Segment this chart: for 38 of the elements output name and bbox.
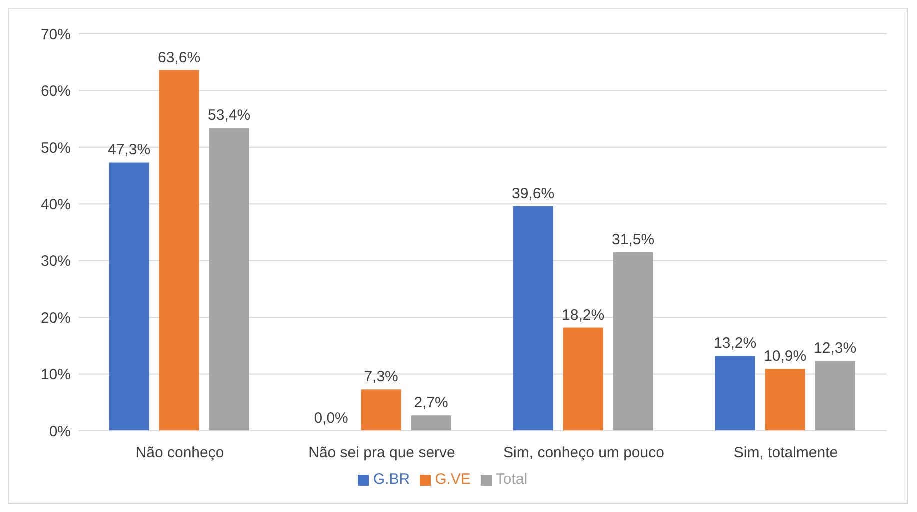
legend-label: G.BR bbox=[373, 471, 410, 488]
y-tick-label: 70% bbox=[40, 26, 71, 44]
data-label: 31,5% bbox=[612, 231, 655, 248]
bar bbox=[513, 206, 554, 431]
y-tick-label: 10% bbox=[40, 366, 71, 384]
bar bbox=[613, 252, 654, 431]
y-tick-label: 40% bbox=[40, 196, 71, 214]
y-tick-label: 50% bbox=[40, 140, 71, 157]
bar bbox=[411, 416, 452, 431]
data-label: 53,4% bbox=[208, 107, 251, 124]
bar bbox=[361, 390, 402, 431]
y-tick-label: 30% bbox=[40, 253, 71, 270]
data-label: 2,7% bbox=[414, 394, 448, 412]
bar bbox=[765, 369, 806, 431]
y-tick-label: 0% bbox=[49, 423, 71, 440]
data-label: 39,6% bbox=[512, 185, 555, 202]
legend-label: Total bbox=[496, 471, 528, 488]
data-label: 0,0% bbox=[314, 410, 348, 427]
data-label: 47,3% bbox=[108, 142, 151, 159]
data-label: 18,2% bbox=[562, 306, 605, 324]
x-tick-label: Sim, totalmente bbox=[734, 444, 838, 462]
y-tick-label: 60% bbox=[40, 83, 71, 100]
data-label: 10,9% bbox=[764, 348, 807, 366]
x-tick-label: Não sei pra que serve bbox=[308, 444, 456, 462]
data-label: 63,6% bbox=[158, 49, 201, 66]
legend-label: G.VE bbox=[435, 471, 471, 488]
data-label: 7,3% bbox=[364, 368, 398, 386]
x-tick-label: Sim, conheço um pouco bbox=[504, 444, 664, 462]
bar bbox=[209, 128, 250, 431]
data-label: 13,2% bbox=[714, 335, 757, 352]
x-tick-label: Não conheço bbox=[136, 444, 224, 462]
bar bbox=[815, 361, 856, 431]
bar bbox=[159, 70, 200, 431]
bar bbox=[109, 162, 150, 431]
data-label: 12,3% bbox=[814, 340, 857, 358]
bar bbox=[715, 356, 756, 431]
y-tick-label: 20% bbox=[40, 310, 71, 327]
bar bbox=[563, 328, 604, 431]
